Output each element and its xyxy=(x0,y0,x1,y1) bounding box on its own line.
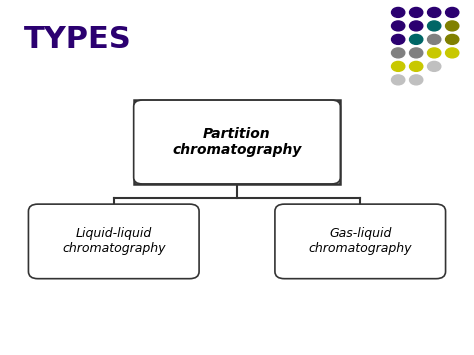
Circle shape xyxy=(410,48,423,58)
FancyBboxPatch shape xyxy=(275,204,446,279)
Circle shape xyxy=(392,21,405,31)
Text: Partition
chromatography: Partition chromatography xyxy=(173,127,301,157)
FancyBboxPatch shape xyxy=(134,100,340,184)
Circle shape xyxy=(428,7,441,17)
Circle shape xyxy=(446,48,459,58)
Circle shape xyxy=(428,61,441,71)
Circle shape xyxy=(410,34,423,44)
Circle shape xyxy=(410,21,423,31)
Circle shape xyxy=(410,75,423,85)
Circle shape xyxy=(392,75,405,85)
Text: TYPES: TYPES xyxy=(24,25,131,54)
Circle shape xyxy=(446,7,459,17)
Circle shape xyxy=(428,48,441,58)
Circle shape xyxy=(446,34,459,44)
FancyBboxPatch shape xyxy=(134,100,340,184)
Circle shape xyxy=(428,34,441,44)
Circle shape xyxy=(392,7,405,17)
Circle shape xyxy=(392,61,405,71)
Circle shape xyxy=(446,21,459,31)
Circle shape xyxy=(410,7,423,17)
Circle shape xyxy=(392,48,405,58)
Text: Liquid-liquid
chromatography: Liquid-liquid chromatography xyxy=(62,228,165,255)
Text: Gas-liquid
chromatography: Gas-liquid chromatography xyxy=(309,228,412,255)
Circle shape xyxy=(392,34,405,44)
Circle shape xyxy=(410,61,423,71)
Circle shape xyxy=(428,21,441,31)
FancyBboxPatch shape xyxy=(28,204,199,279)
